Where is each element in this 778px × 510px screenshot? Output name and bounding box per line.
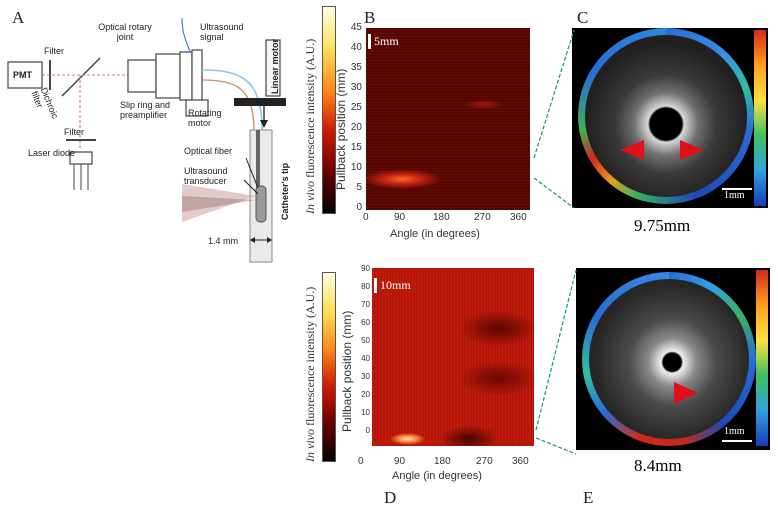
ytick: 60 [361, 318, 370, 327]
colorbar-top [322, 6, 336, 214]
slip-ring-label: Slip ring and preamplifier [120, 100, 171, 120]
optical-fiber-label: Optical fiber [184, 146, 233, 156]
xtick: 0 [358, 456, 364, 467]
ytick: 0 [356, 202, 362, 213]
ytick: 15 [350, 142, 362, 153]
xtick: 360 [510, 212, 527, 223]
ytick: 10 [350, 162, 362, 173]
ytick: 70 [361, 300, 370, 309]
ytick: 20 [350, 122, 362, 133]
heatmap-bottom-yticks: 90 80 70 60 50 40 30 20 10 0 [354, 264, 370, 444]
ivus-top-image: 1mm [572, 28, 768, 208]
ytick: 90 [361, 264, 370, 273]
guide-lines-top [533, 29, 575, 209]
guide-lines-bottom [535, 269, 577, 455]
ultrasound-signal-label: Ultrasound signal [200, 22, 244, 42]
ivus-bottom-caption: 8.4mm [634, 456, 682, 475]
heatmap-top-badge: 5mm [368, 34, 402, 49]
xtick: 0 [363, 212, 369, 223]
ytick: 20 [361, 390, 370, 399]
rotating-motor-label: Rotating motor [188, 108, 222, 128]
ytick: 25 [350, 102, 362, 113]
ytick: 30 [361, 372, 370, 381]
ytick: 5 [356, 182, 362, 193]
ultrasound-transducer-shape [255, 185, 267, 223]
pmt-label: PMT [13, 70, 32, 80]
ytick: 35 [350, 62, 362, 73]
heatmap-bottom-image: 10mm [372, 268, 534, 446]
ivus-top-colorbar [754, 30, 766, 206]
ivus-bottom-image: 1mm [576, 268, 770, 450]
heatmap-top-image: 5mm [366, 28, 530, 210]
heatmap-bottom-ylabel: Pullback position (mm) [340, 310, 354, 432]
ytick: 80 [361, 282, 370, 291]
laser-diode-label: Laser diode [28, 148, 76, 158]
ivus-top-scalebar [722, 188, 752, 190]
colorbar-bottom [322, 272, 336, 462]
ivus-bottom-scale-label: 1mm [724, 426, 745, 437]
heatmap-bottom-badge: 10mm [374, 278, 414, 293]
ytick: 30 [350, 82, 362, 93]
heatmap-top-xticks: 0 90 180 270 360 [363, 212, 530, 226]
filter-bottom-label: Filter [64, 127, 84, 137]
xtick: 360 [512, 456, 529, 467]
ivus-bottom-arrow [674, 382, 698, 404]
rotary-joint-shape [127, 59, 157, 93]
rotating-motor-shape [185, 99, 209, 117]
colorbar-bottom-label: In vivo fluorescence intensity (A.U.) [303, 286, 317, 462]
linear-motor-shape [265, 39, 281, 97]
dimension-label: 1.4 mm [208, 236, 239, 246]
panel-label-b: B [364, 8, 376, 27]
ytick: 40 [350, 42, 362, 53]
ivus-top-arrow-left [620, 140, 644, 160]
ytick: 10 [361, 408, 370, 417]
filter-top-label: Filter [44, 46, 64, 56]
panel-label-a: A [12, 8, 25, 27]
colorbar-top-label: In vivo fluorescence intensity (A.U.) [303, 38, 317, 214]
rotary-joint-label: Optical rotary joint [98, 22, 152, 42]
heatmap-bottom-xticks: 0 90 180 270 360 [358, 456, 534, 470]
panel-label-e: E [583, 488, 594, 507]
ivus-top-caption: 9.75mm [634, 216, 691, 235]
ivus-bottom-scalebar [722, 440, 752, 442]
xtick: 270 [474, 212, 491, 223]
ivus-top-scale-label: 1mm [724, 190, 745, 201]
ivus-top-arrow-right [680, 140, 704, 160]
xtick: 180 [433, 212, 450, 223]
heatmap-top-xlabel: Angle (in degrees) [390, 228, 480, 240]
ytick: 40 [361, 354, 370, 363]
panel-label-d: D [384, 488, 397, 507]
heatmap-top-yticks: 45 40 35 30 25 20 15 10 5 0 [342, 22, 362, 213]
heatmap-bottom-xlabel: Angle (in degrees) [392, 470, 482, 482]
ultrasound-transducer-label: Ultrasound transducer [184, 166, 228, 186]
xtick: 270 [476, 456, 493, 467]
ytick: 50 [361, 336, 370, 345]
ytick: 45 [350, 22, 362, 33]
panel-label-c: C [577, 8, 589, 27]
ivus-bottom-colorbar [756, 270, 768, 446]
xtick: 90 [394, 212, 406, 223]
linear-motor-label: Linear motor [270, 38, 280, 94]
xtick: 180 [434, 456, 451, 467]
slip-ring-shape [179, 51, 193, 101]
optical-system-schematic [7, 17, 286, 263]
beam-cone [182, 184, 256, 222]
dichroic-filter-shape [61, 57, 101, 97]
xtick: 90 [394, 456, 406, 467]
ytick: 0 [365, 426, 370, 435]
catheter-tip-label: Catheter's tip [280, 162, 290, 220]
